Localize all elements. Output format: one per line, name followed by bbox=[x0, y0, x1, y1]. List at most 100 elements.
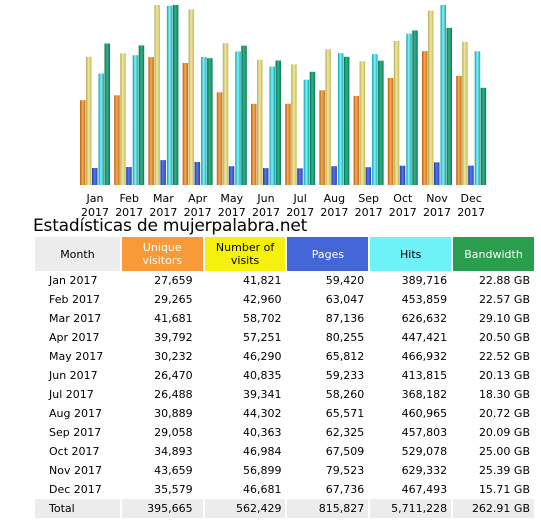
month-label: Jul bbox=[293, 192, 307, 205]
total-unique-visitors: 395,665 bbox=[121, 499, 203, 518]
cell-pages: 59,420 bbox=[325, 274, 365, 287]
cell-month: Nov 2017 bbox=[49, 464, 102, 477]
cell-visits: 46,984 bbox=[242, 445, 282, 458]
table-row: Jul 2017 26,488 39,341 58,260 368,182 18.30 G… bbox=[35, 385, 534, 404]
bar-visits-jul bbox=[291, 64, 297, 185]
bar-bandwidth-jan bbox=[104, 43, 110, 185]
cell-visits: 57,251 bbox=[242, 331, 282, 344]
bar-hits-oct bbox=[406, 33, 412, 186]
bar-unique-mar bbox=[148, 57, 154, 186]
table-row: Dec 2017 35,579 46,681 67,736 467,493 15.71 G… bbox=[35, 480, 534, 499]
cell-unique: 35,579 bbox=[154, 483, 193, 496]
cell-unique: 43,659 bbox=[154, 464, 193, 477]
cell-pages: 80,255 bbox=[325, 331, 365, 344]
bar-bandwidth-jul bbox=[309, 71, 316, 185]
bar-unique-jun bbox=[251, 103, 257, 185]
cell-month: Oct 2017 bbox=[49, 445, 100, 458]
bar-visits-oct bbox=[393, 40, 400, 186]
cell-month: Jul 2017 bbox=[49, 388, 94, 401]
cell-hits: 389,716 bbox=[401, 274, 448, 287]
cell-hits: 466,932 bbox=[401, 350, 448, 363]
cell-hits: 413,815 bbox=[401, 369, 448, 382]
cell-bandwidth: 20.09 GB bbox=[478, 426, 530, 439]
year-label: 2017 bbox=[252, 206, 280, 219]
bar-hits-jul bbox=[303, 79, 310, 185]
year-label: 2017 bbox=[320, 206, 348, 219]
bar-hits-mar bbox=[166, 5, 173, 185]
bar-unique-aug bbox=[319, 90, 325, 185]
cell-bandwidth: 22.57 GB bbox=[478, 293, 530, 306]
bar-bandwidth-sep bbox=[378, 60, 384, 186]
cell-pages: 87,136 bbox=[325, 312, 365, 325]
cell-visits: 39,341 bbox=[242, 388, 282, 401]
bar-unique-jul bbox=[285, 103, 291, 185]
year-label: 2017 bbox=[423, 206, 451, 219]
bar-visits-aug bbox=[325, 49, 331, 186]
cell-unique: 30,889 bbox=[154, 407, 193, 420]
month-label: Nov bbox=[426, 192, 448, 205]
bar-pages-oct bbox=[399, 165, 406, 185]
monthly-stats-chart: Jan2017Feb2017Mar2017Apr2017May2017Jun20… bbox=[80, 5, 487, 219]
bar-unique-apr bbox=[182, 63, 189, 185]
bar-pages-aug bbox=[331, 166, 337, 185]
cell-month: May 2017 bbox=[49, 350, 104, 363]
cell-unique: 39,792 bbox=[154, 331, 193, 344]
bar-hits-dec bbox=[474, 51, 481, 185]
bars-layer bbox=[80, 5, 487, 186]
cell-bandwidth: 15.71 GB bbox=[478, 483, 530, 496]
month-label: Sep bbox=[358, 192, 379, 205]
cell-bandwidth: 22.88 GB bbox=[478, 274, 530, 287]
total-bandwidth: 262.91 GB bbox=[453, 499, 534, 518]
year-label: 2017 bbox=[81, 206, 109, 219]
cell-hits: 467,493 bbox=[401, 483, 448, 496]
cell-visits: 44,302 bbox=[242, 407, 282, 420]
cell-visits: 40,835 bbox=[242, 369, 282, 382]
year-label: 2017 bbox=[457, 206, 485, 219]
bar-visits-dec bbox=[462, 41, 468, 186]
bar-unique-sep bbox=[353, 95, 360, 185]
bar-unique-feb bbox=[114, 95, 120, 185]
table-row: Feb 2017 29,265 42,960 63,047 453,859 22.57 G… bbox=[35, 290, 534, 309]
cell-hits: 460,965 bbox=[401, 407, 448, 420]
table-row: Apr 2017 39,792 57,251 80,255 447,421 20.50 G… bbox=[35, 328, 534, 347]
table-row: Mar 2017 41,681 58,702 87,136 626,632 29.10 G… bbox=[35, 309, 534, 328]
bar-visits-mar bbox=[154, 5, 160, 185]
cell-hits: 626,632 bbox=[401, 312, 448, 325]
bar-visits-nov bbox=[428, 10, 434, 185]
cell-unique: 30,232 bbox=[154, 350, 193, 363]
cell-pages: 67,736 bbox=[325, 483, 365, 496]
cell-visits: 41,821 bbox=[242, 274, 282, 287]
bar-hits-may bbox=[235, 51, 241, 186]
bar-bandwidth-apr bbox=[207, 58, 213, 186]
month-label: Aug bbox=[324, 192, 345, 205]
total-hits: 5,711,228 bbox=[370, 499, 452, 518]
cell-visits: 46,681 bbox=[242, 483, 282, 496]
header-pages: Pages bbox=[287, 237, 369, 271]
cell-bandwidth: 20.72 GB bbox=[478, 407, 530, 420]
bar-pages-dec bbox=[468, 165, 474, 185]
bar-visits-jun bbox=[257, 59, 263, 185]
bar-visits-may bbox=[222, 43, 229, 185]
bar-unique-oct bbox=[387, 78, 394, 185]
cell-hits: 629,332 bbox=[401, 464, 448, 477]
month-label: Dec bbox=[461, 192, 482, 205]
cell-bandwidth: 18.30 GB bbox=[478, 388, 530, 401]
table-row: Sep 2017 29,058 40,363 62,325 457,803 20.09 G… bbox=[35, 423, 534, 442]
cell-unique: 26,470 bbox=[154, 369, 193, 382]
cell-month: Aug 2017 bbox=[49, 407, 102, 420]
month-label: Mar bbox=[153, 192, 174, 205]
bar-pages-jul bbox=[297, 168, 303, 185]
bar-hits-aug bbox=[337, 53, 344, 186]
cell-unique: 41,681 bbox=[154, 312, 193, 325]
header-bandwidth: Bandwidth bbox=[453, 237, 534, 271]
cell-visits: 46,290 bbox=[242, 350, 282, 363]
bar-bandwidth-may bbox=[241, 45, 247, 186]
month-label: Oct bbox=[393, 192, 413, 205]
table-row: Nov 2017 43,659 56,899 79,523 629,332 25.39 G… bbox=[35, 461, 534, 480]
cell-pages: 65,812 bbox=[325, 350, 365, 363]
bar-pages-feb bbox=[126, 167, 132, 185]
cell-bandwidth: 25.00 GB bbox=[478, 445, 530, 458]
year-label: 2017 bbox=[149, 206, 177, 219]
bar-unique-may bbox=[216, 92, 223, 185]
year-label: 2017 bbox=[184, 206, 212, 219]
